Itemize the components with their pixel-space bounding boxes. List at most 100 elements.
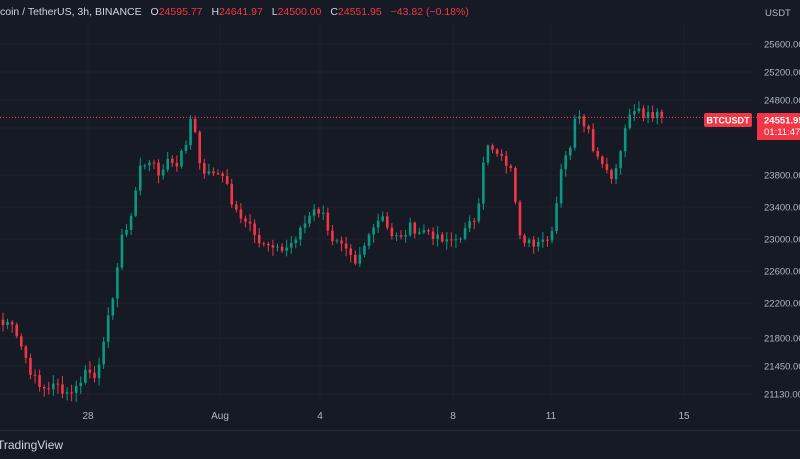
candle-body — [235, 204, 238, 210]
candle-body — [20, 336, 23, 347]
price-axis[interactable]: 25600.0025200.0024800.0024400.0023800.00… — [764, 40, 800, 401]
candle-body — [74, 386, 78, 393]
candle-body — [651, 111, 654, 119]
candle-body — [413, 222, 417, 234]
candle-body — [120, 234, 124, 268]
candle-body — [225, 176, 229, 184]
candle-body — [404, 235, 407, 237]
candle-body — [189, 118, 192, 146]
symbol-title[interactable]: coin / TetherUS, 3h, BINANCE — [0, 6, 142, 18]
close-label: C — [330, 6, 338, 18]
candle-body — [482, 162, 485, 204]
candle-body — [102, 341, 105, 365]
candle-body — [372, 227, 375, 235]
candle-body — [569, 147, 572, 156]
candle-body — [381, 216, 385, 221]
candle-body — [344, 243, 348, 249]
candlestick-chart[interactable]: 25600.0025200.0024800.0024400.0023800.00… — [0, 0, 800, 430]
currency-label: USDT — [765, 8, 791, 19]
candle-body — [472, 221, 476, 223]
candle-body — [116, 267, 119, 299]
candle-body — [289, 243, 293, 248]
low-value: 24500.00 — [277, 6, 322, 18]
candle-body — [42, 386, 46, 389]
candle-body — [655, 111, 659, 119]
time-axis[interactable]: 28 Aug 4 8 11 15 — [82, 411, 690, 422]
y-tick-label: 22600.00 — [764, 267, 800, 278]
candle-body — [239, 209, 243, 219]
candle-body — [614, 168, 618, 179]
candle-body — [24, 346, 28, 358]
candle-body — [518, 202, 522, 236]
candle-body — [38, 375, 41, 387]
candle-body — [321, 212, 325, 214]
candle-body — [166, 158, 169, 170]
candle-body — [170, 158, 174, 163]
candle-body — [299, 227, 302, 240]
candle-body — [47, 388, 51, 390]
candle-body — [376, 220, 380, 228]
candle-body — [161, 169, 165, 176]
candle-body — [573, 118, 577, 148]
candle-body — [408, 222, 412, 236]
candle-body — [129, 215, 133, 230]
candle-body — [582, 116, 586, 127]
candle-body — [546, 239, 549, 241]
candle-body — [495, 149, 499, 154]
y-tick-label: 21800.00 — [764, 334, 800, 345]
candle-body — [152, 162, 156, 164]
candle-body — [1, 319, 5, 325]
candle-body — [244, 218, 247, 222]
candle-body — [317, 209, 320, 214]
candle-body — [610, 169, 613, 179]
candle-body — [500, 153, 503, 156]
candle-body — [84, 369, 87, 383]
candle-body — [358, 254, 362, 264]
candle-body — [267, 243, 270, 246]
candle-body — [436, 234, 439, 239]
candle-body — [395, 235, 398, 237]
y-tick-label: 24800.00 — [764, 96, 800, 107]
candle-body — [253, 223, 256, 235]
candle-body — [262, 243, 266, 245]
bar-countdown-label: 01:11:47 — [764, 127, 800, 138]
candle-body — [504, 155, 508, 166]
last-price-marker: BTCUSDT 24551.95 01:11:47 — [704, 113, 800, 140]
candle-body — [431, 231, 435, 239]
y-tick-label: 25600.00 — [764, 40, 800, 51]
candle-body — [559, 169, 563, 204]
candle-body — [363, 245, 366, 255]
candle-body — [303, 223, 307, 228]
x-tick-label: Aug — [211, 411, 229, 422]
high-label: H — [211, 6, 220, 18]
open-value: 24595.77 — [158, 6, 203, 18]
legend-header: coin / TetherUS, 3h, BINANCE O24595.77 H… — [0, 0, 760, 24]
candle-body — [619, 151, 622, 169]
candle-body — [605, 164, 609, 170]
candle-body — [212, 171, 215, 174]
candle-body — [29, 357, 32, 375]
candle-body — [541, 239, 545, 242]
candle-body — [88, 369, 92, 373]
candles — [1, 101, 664, 402]
candle-body — [637, 108, 641, 112]
brand-logo-text[interactable]: TradingView — [0, 438, 64, 452]
candle-body — [477, 203, 481, 222]
candle-body — [198, 131, 202, 164]
open-label: O — [150, 6, 159, 18]
candle-body — [216, 173, 220, 175]
candle-body — [157, 162, 160, 176]
candle-body — [623, 128, 627, 152]
candle-body — [184, 145, 188, 151]
candle-body — [111, 298, 115, 316]
y-tick-label: 21450.00 — [764, 362, 800, 373]
candle-body — [257, 234, 261, 244]
candle-body — [536, 241, 540, 247]
candle-body — [52, 383, 55, 390]
candle-body — [308, 215, 311, 224]
grid — [0, 24, 752, 402]
candle-body — [106, 315, 110, 342]
candle-body — [628, 114, 632, 129]
candle-body — [523, 235, 526, 244]
candle-body — [285, 247, 288, 251]
